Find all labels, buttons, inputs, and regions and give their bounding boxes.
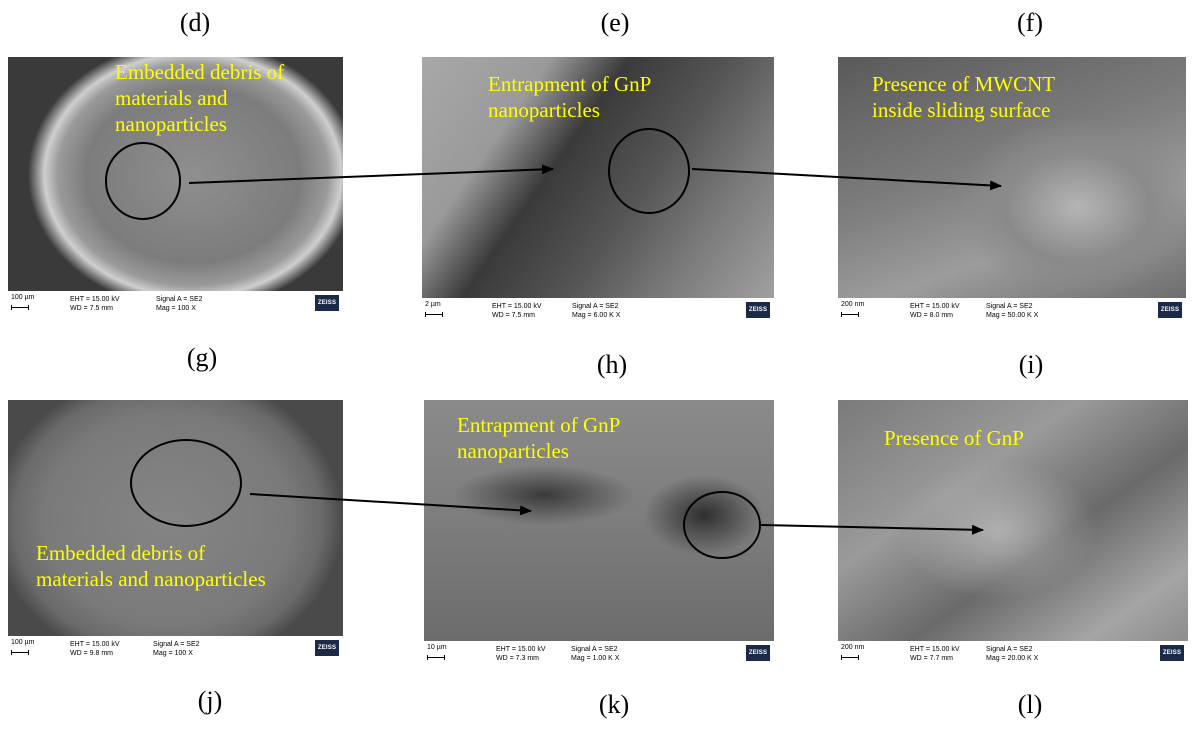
sem-info-bar: 100 µm EHT = 15.00 kV WD = 9.8 mm Signal… bbox=[8, 636, 343, 660]
scale-text: 200 nm bbox=[841, 301, 865, 308]
annotation: Presence of MWCNT inside sliding surface bbox=[872, 72, 1056, 122]
panel-label-h: (h) bbox=[596, 350, 628, 379]
sem-image bbox=[422, 57, 774, 298]
scale-bar bbox=[11, 650, 29, 655]
sem-image bbox=[8, 400, 343, 636]
pointer-arrow bbox=[249, 493, 532, 516]
signal-text: Signal A = SE2 bbox=[986, 646, 1033, 653]
signal-text: Signal A = SE2 bbox=[571, 646, 618, 653]
zeiss-logo: ZEISS bbox=[1158, 302, 1182, 318]
panel-label-f: (f) bbox=[1017, 8, 1043, 37]
sem-image bbox=[8, 57, 343, 291]
eht-text: EHT = 15.00 kV bbox=[492, 303, 542, 310]
highlight-circle bbox=[130, 439, 242, 527]
panel-label-g: (g) bbox=[186, 343, 218, 372]
sem-image bbox=[838, 400, 1188, 641]
highlight-circle bbox=[105, 142, 181, 220]
sem-info-bar: 2 µm EHT = 15.00 kV WD = 7.5 mm Signal A… bbox=[422, 298, 774, 322]
mag-text: Mag = 1.00 K X bbox=[571, 655, 620, 662]
sem-panel-1: Embedded debris of materials and nanoparti… bbox=[8, 57, 343, 315]
zeiss-logo: ZEISS bbox=[746, 645, 770, 661]
sem-info-bar: 10 µm EHT = 15.00 kV WD = 7.3 mm Signal … bbox=[424, 641, 774, 665]
scale-text: 2 µm bbox=[425, 301, 441, 308]
annotation: Presence of GnP bbox=[884, 426, 1024, 450]
scale-bar bbox=[841, 312, 859, 317]
scale-text: 100 µm bbox=[11, 294, 35, 301]
highlight-circle bbox=[608, 128, 690, 214]
sem-info-bar: 200 nm EHT = 15.00 kV WD = 8.0 mm Signal… bbox=[838, 298, 1186, 322]
annotation: Embedded debris of materials and nanopart… bbox=[36, 541, 266, 591]
scale-text: 200 nm bbox=[841, 644, 865, 651]
scale-text: 100 µm bbox=[11, 639, 35, 646]
highlight-circle bbox=[683, 491, 761, 559]
scale-bar bbox=[427, 655, 445, 660]
sem-panel-2: Entrapment of GnP nanoparticles 2 µm EHT … bbox=[422, 57, 774, 322]
scale-bar bbox=[425, 312, 443, 317]
zeiss-logo: ZEISS bbox=[315, 640, 339, 656]
mag-text: Mag = 100 X bbox=[156, 305, 196, 312]
scale-bar bbox=[841, 655, 859, 660]
sem-image bbox=[838, 57, 1186, 298]
pointer-arrow bbox=[759, 524, 984, 535]
sem-panel-5: Entrapment of GnP nanoparticles 10 µm EHT… bbox=[424, 400, 774, 665]
eht-text: EHT = 15.00 kV bbox=[70, 641, 120, 648]
sem-panel-6: Presence of GnP 200 nm EHT = 15.00 kV WD… bbox=[838, 400, 1188, 665]
sem-info-bar: 100 µm EHT = 15.00 kV WD = 7.5 mm Signal… bbox=[8, 291, 343, 315]
scale-bar bbox=[11, 305, 29, 310]
scale-text: 10 µm bbox=[427, 644, 447, 651]
mag-text: Mag = 20.00 K X bbox=[986, 655, 1039, 662]
eht-text: EHT = 15.00 kV bbox=[496, 646, 546, 653]
signal-text: Signal A = SE2 bbox=[572, 303, 619, 310]
panel-label-l: (l) bbox=[1017, 690, 1043, 719]
wd-text: WD = 7.3 mm bbox=[496, 655, 539, 662]
panel-label-j: (j) bbox=[197, 686, 223, 715]
eht-text: EHT = 15.00 kV bbox=[70, 296, 120, 303]
eht-text: EHT = 15.00 kV bbox=[910, 303, 960, 310]
eht-text: EHT = 15.00 kV bbox=[910, 646, 960, 653]
annotation: Entrapment of GnP nanoparticles bbox=[457, 413, 621, 463]
wd-text: WD = 8.0 mm bbox=[910, 312, 953, 319]
pointer-arrow bbox=[691, 168, 1002, 191]
panel-label-i: (i) bbox=[1018, 350, 1044, 379]
panel-label-d: (d) bbox=[179, 8, 211, 37]
sem-panel-3: Presence of MWCNT inside sliding surface … bbox=[838, 57, 1186, 322]
panel-label-e: (e) bbox=[600, 8, 630, 37]
wd-text: WD = 7.5 mm bbox=[70, 305, 113, 312]
annotation: Embedded debris of materials and nanoparti… bbox=[115, 60, 285, 136]
mag-text: Mag = 6.00 K X bbox=[572, 312, 621, 319]
signal-text: Signal A = SE2 bbox=[986, 303, 1033, 310]
signal-text: Signal A = SE2 bbox=[156, 296, 203, 303]
mag-text: Mag = 100 X bbox=[153, 650, 193, 657]
sem-image bbox=[424, 400, 774, 641]
zeiss-logo: ZEISS bbox=[746, 302, 770, 318]
sem-panel-4: Embedded debris of materials and nanopart… bbox=[8, 400, 343, 660]
sem-info-bar: 200 nm EHT = 15.00 kV WD = 7.7 mm Signal… bbox=[838, 641, 1188, 665]
wd-text: WD = 7.7 mm bbox=[910, 655, 953, 662]
zeiss-logo: ZEISS bbox=[1160, 645, 1184, 661]
wd-text: WD = 7.5 mm bbox=[492, 312, 535, 319]
mag-text: Mag = 50.00 K X bbox=[986, 312, 1039, 319]
panel-label-k: (k) bbox=[598, 690, 630, 719]
zeiss-logo: ZEISS bbox=[315, 295, 339, 311]
wd-text: WD = 9.8 mm bbox=[70, 650, 113, 657]
pointer-arrow bbox=[188, 164, 554, 184]
signal-text: Signal A = SE2 bbox=[153, 641, 200, 648]
annotation: Entrapment of GnP nanoparticles bbox=[488, 72, 652, 122]
